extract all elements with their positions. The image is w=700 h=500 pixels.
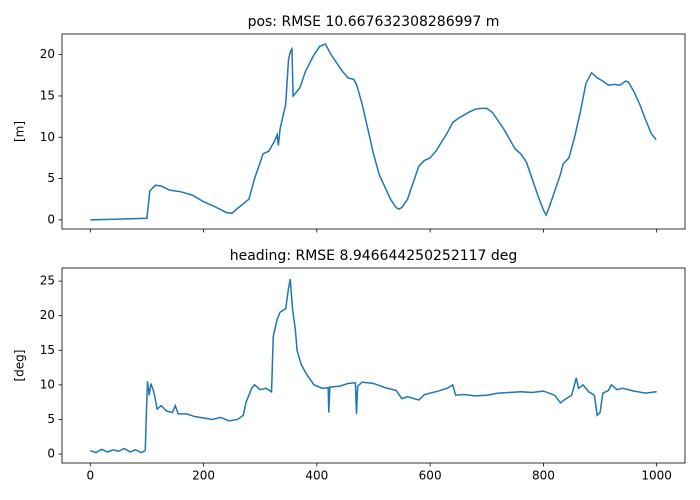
data-line bbox=[90, 278, 657, 454]
y-tick-label: 5 bbox=[47, 171, 55, 185]
y-tick-label: 0 bbox=[47, 447, 55, 461]
y-tick-label: 25 bbox=[40, 274, 55, 288]
chart-title: pos: RMSE 10.667632308286997 m bbox=[248, 14, 500, 30]
x-tick-label: 400 bbox=[305, 469, 328, 483]
x-tick-label: 800 bbox=[532, 469, 555, 483]
x-tick-label: 600 bbox=[419, 469, 442, 483]
y-axis-label: [deg] bbox=[13, 350, 27, 382]
data-line bbox=[90, 42, 657, 221]
axes-frame bbox=[61, 267, 686, 464]
x-tick-label: 1000 bbox=[641, 469, 672, 483]
chart-title: heading: RMSE 8.946644250252117 deg bbox=[230, 248, 518, 264]
y-tick-label: 0 bbox=[47, 212, 55, 226]
x-tick-label: 200 bbox=[192, 469, 215, 483]
y-tick-label: 20 bbox=[40, 308, 55, 322]
y-tick-label: 15 bbox=[40, 343, 55, 357]
y-tick-label: 15 bbox=[40, 88, 55, 102]
y-tick-label: 10 bbox=[40, 377, 55, 391]
y-tick-label: 20 bbox=[40, 47, 55, 61]
axes-frame bbox=[61, 33, 686, 230]
y-axis-label: [m] bbox=[13, 121, 27, 142]
y-tick-label: 5 bbox=[47, 412, 55, 426]
y-tick-label: 10 bbox=[40, 130, 55, 144]
x-tick-label: 0 bbox=[86, 469, 94, 483]
